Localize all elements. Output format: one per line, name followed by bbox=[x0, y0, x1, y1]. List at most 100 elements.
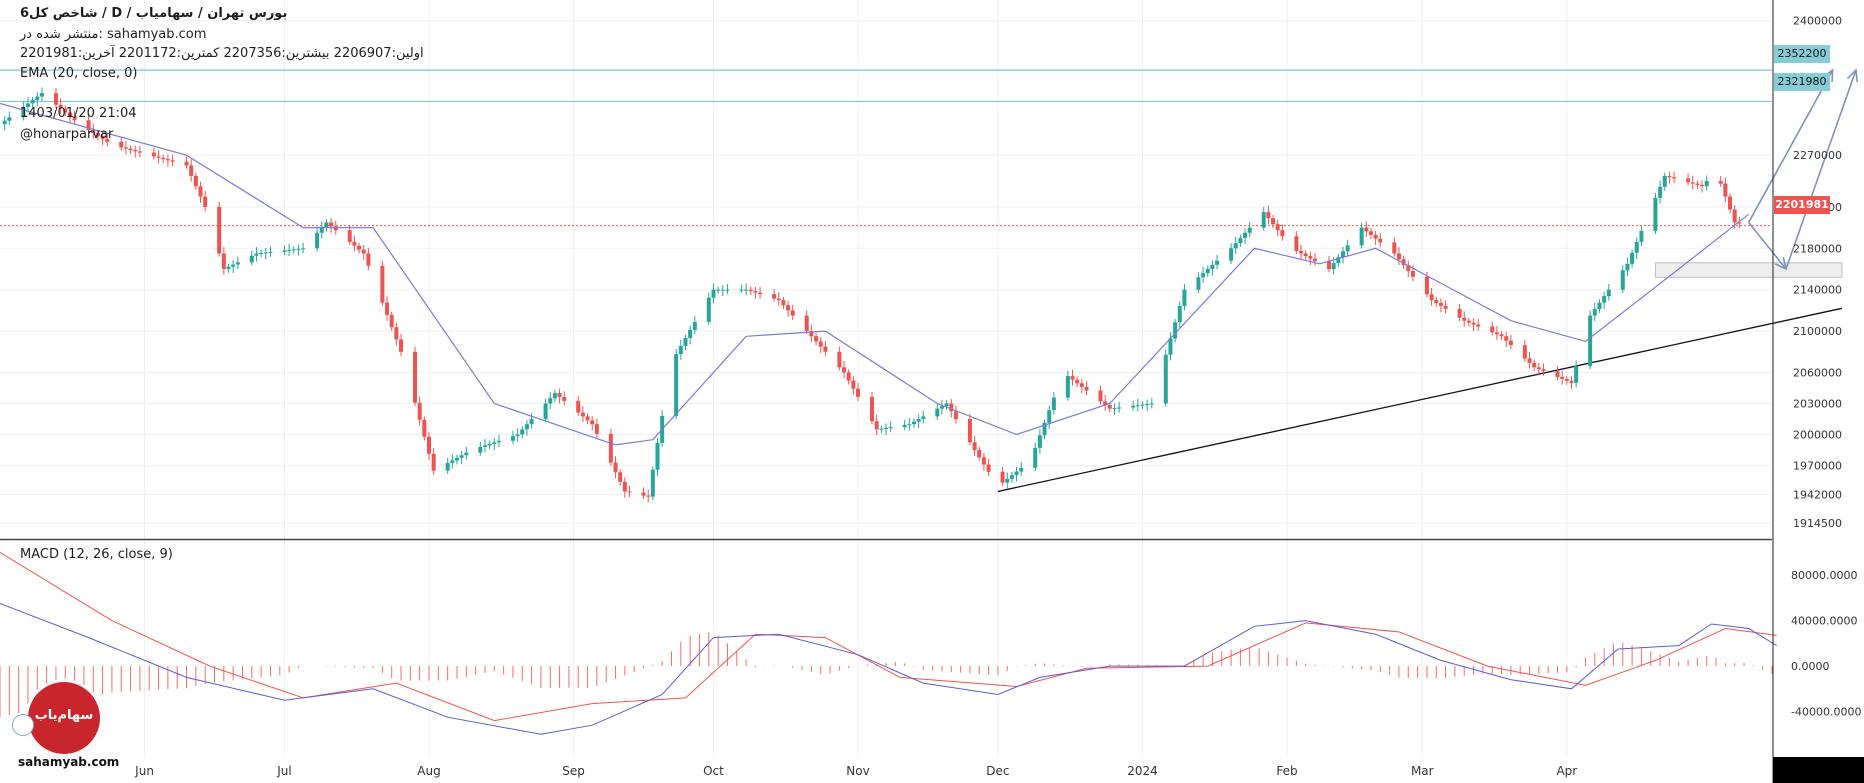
candle-body bbox=[1401, 259, 1406, 266]
candle-body bbox=[1229, 248, 1234, 261]
candle-body bbox=[1098, 390, 1103, 402]
candle-body bbox=[1466, 320, 1471, 323]
candle-body bbox=[935, 408, 940, 417]
candle-body bbox=[1634, 241, 1639, 253]
candle-body bbox=[1695, 183, 1700, 185]
candle-body bbox=[91, 130, 96, 134]
candle-body bbox=[21, 106, 26, 118]
candle-body bbox=[249, 255, 254, 263]
candle-body bbox=[986, 464, 991, 472]
candle-body bbox=[1177, 305, 1182, 323]
candle-body bbox=[627, 491, 632, 493]
candle-body bbox=[1145, 404, 1150, 406]
candle-body bbox=[329, 222, 334, 227]
y-tick-label: 2140000 bbox=[1793, 284, 1842, 297]
candle-body bbox=[1438, 302, 1443, 306]
candle-body bbox=[1271, 218, 1276, 225]
candle-body bbox=[1065, 376, 1070, 398]
candle-body bbox=[1443, 305, 1448, 309]
candle-body bbox=[1070, 376, 1075, 380]
candle-body bbox=[1457, 308, 1462, 318]
candle-body bbox=[1135, 405, 1140, 407]
candle-body bbox=[618, 472, 623, 482]
x-tick-label: 2024 bbox=[1127, 764, 1158, 778]
candle-body bbox=[301, 248, 306, 250]
candle-body bbox=[842, 367, 847, 373]
candle-body bbox=[333, 226, 338, 231]
candle-body bbox=[357, 245, 362, 250]
candle-body bbox=[529, 419, 534, 425]
candle-body bbox=[1667, 175, 1672, 178]
candle-body bbox=[1201, 273, 1206, 278]
candle-body bbox=[235, 262, 240, 265]
candle-body bbox=[35, 96, 40, 101]
candle-body bbox=[151, 152, 156, 157]
candle-body bbox=[837, 351, 842, 368]
candle-body bbox=[254, 253, 259, 256]
candle-body bbox=[776, 298, 781, 301]
ohlc-readout: اولین:2206907 بیشترین:2207356 کمترین:220… bbox=[20, 46, 424, 61]
candle-body bbox=[291, 249, 296, 251]
macd-pane bbox=[0, 551, 1777, 735]
price-tag-resistance-high: 2352200 bbox=[1774, 45, 1830, 63]
candle-body bbox=[1602, 296, 1607, 303]
candle-body bbox=[622, 481, 627, 492]
candle-body bbox=[711, 289, 716, 298]
projection-arrow-shaft bbox=[1785, 69, 1857, 270]
candle-body bbox=[100, 135, 105, 139]
candle-body bbox=[1084, 386, 1089, 391]
candle-body bbox=[1424, 276, 1429, 295]
candle-body bbox=[296, 248, 301, 250]
candle-body bbox=[427, 436, 432, 454]
candle-body bbox=[1378, 238, 1383, 243]
candle-body bbox=[1014, 471, 1019, 476]
candle-body bbox=[688, 329, 693, 338]
candle-body bbox=[1210, 264, 1215, 269]
candle-body bbox=[1275, 224, 1280, 231]
candle-body bbox=[846, 372, 851, 381]
candle-body bbox=[1261, 212, 1266, 228]
candle-body bbox=[907, 424, 912, 426]
candle-body bbox=[399, 339, 404, 352]
candle-body bbox=[1359, 227, 1364, 246]
x-tick-label: Dec bbox=[986, 764, 1009, 778]
candle-body bbox=[1508, 340, 1513, 346]
candle-body bbox=[1522, 345, 1527, 359]
candle-body bbox=[1476, 324, 1481, 327]
candle-body bbox=[1308, 256, 1313, 259]
projection-arrows bbox=[1747, 68, 1859, 271]
candle-body bbox=[818, 341, 823, 347]
candle-body bbox=[282, 250, 287, 252]
candle-body bbox=[496, 440, 501, 443]
candle-body bbox=[1140, 404, 1145, 406]
candle-body bbox=[650, 469, 655, 497]
candle-body bbox=[361, 249, 366, 254]
candle-body bbox=[1606, 289, 1611, 297]
candle-body bbox=[1536, 367, 1541, 370]
y-tick-label: 2270000 bbox=[1793, 149, 1842, 162]
candle-body bbox=[119, 141, 124, 148]
candle-body bbox=[720, 289, 725, 291]
candle-body bbox=[1494, 332, 1499, 335]
candle-body bbox=[1592, 309, 1597, 316]
candle-body bbox=[1243, 232, 1248, 238]
macd-y-tick-label: -40000.0000 bbox=[1791, 706, 1861, 719]
candle-body bbox=[1033, 447, 1038, 468]
candle-body bbox=[1532, 362, 1537, 368]
snapshot-date: 1403/01/20 21:04 bbox=[20, 106, 137, 121]
candle-body bbox=[347, 230, 352, 242]
candle-body bbox=[58, 104, 63, 109]
candle-body bbox=[1625, 263, 1630, 271]
candle-body bbox=[608, 433, 613, 463]
candle-body bbox=[725, 289, 730, 291]
candle-body bbox=[981, 457, 986, 465]
candle-body bbox=[217, 206, 222, 254]
sahamyab-logo: سهام‌یاب bbox=[28, 682, 100, 754]
candle-body bbox=[193, 175, 198, 187]
corner-block bbox=[1773, 757, 1864, 783]
candle-body bbox=[1658, 186, 1663, 198]
candle-body bbox=[510, 436, 515, 441]
candle-body bbox=[953, 411, 958, 420]
candle-body bbox=[1000, 471, 1005, 483]
